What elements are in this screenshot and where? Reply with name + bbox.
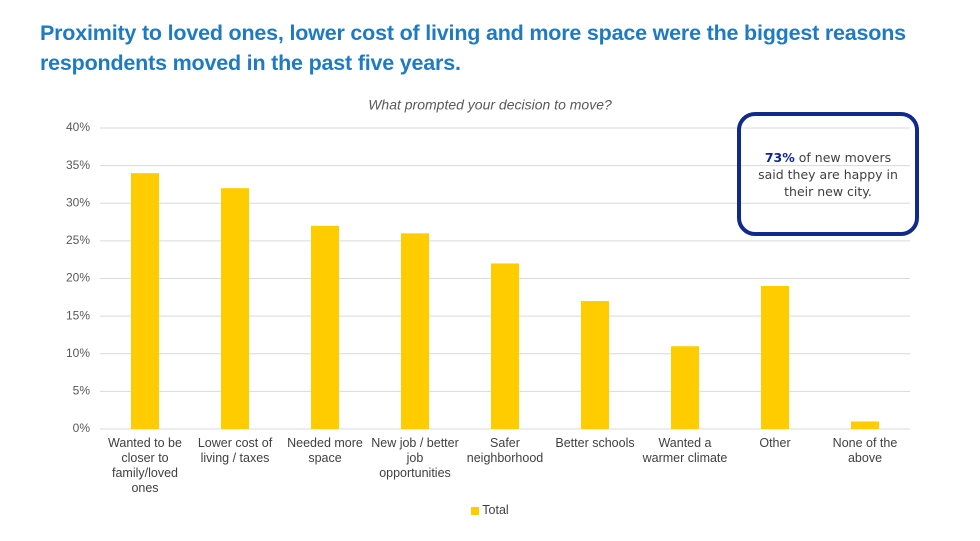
callout-text: 73% of new movers said they are happy in… bbox=[753, 149, 903, 200]
y-tick-label: 25% bbox=[66, 233, 90, 247]
callout-body: of new movers said they are happy in the… bbox=[758, 149, 898, 199]
y-tick-label: 20% bbox=[66, 271, 90, 285]
callout: 73% of new movers said they are happy in… bbox=[737, 112, 919, 236]
bar bbox=[491, 263, 519, 429]
y-tick-label: 10% bbox=[66, 346, 90, 360]
bar bbox=[581, 301, 609, 429]
x-tick-label: Lower cost of living / taxes bbox=[197, 436, 273, 465]
bar bbox=[401, 233, 429, 429]
y-tick-label: 40% bbox=[66, 120, 90, 134]
bar bbox=[671, 346, 699, 429]
callout-highlight: 73% bbox=[764, 149, 795, 165]
y-tick-label: 15% bbox=[66, 308, 90, 322]
legend-label: Total bbox=[482, 503, 509, 517]
y-tick-label: 0% bbox=[73, 421, 91, 435]
bar bbox=[311, 225, 339, 429]
x-tick-label: Needed more space bbox=[287, 436, 363, 465]
bar bbox=[761, 286, 789, 429]
x-tick-label: New job / better job opportunities bbox=[371, 436, 459, 480]
y-tick-label: 30% bbox=[66, 195, 90, 209]
x-tick-label: None of the above bbox=[832, 436, 898, 465]
y-tick-label: 35% bbox=[66, 158, 90, 172]
legend: Total bbox=[0, 503, 980, 517]
x-tick-label: Wanted to be closer to family/loved ones bbox=[108, 436, 182, 495]
bar bbox=[221, 188, 249, 429]
x-tick-label: Better schools bbox=[555, 436, 635, 450]
title: Proximity to loved ones, lower cost of l… bbox=[40, 21, 906, 75]
legend-swatch bbox=[471, 506, 480, 515]
x-tick-label: Wanted a warmer climate bbox=[642, 436, 728, 465]
y-tick-label: 5% bbox=[73, 384, 91, 398]
bar bbox=[851, 421, 879, 429]
x-tick-label: Safer neighborhood bbox=[466, 436, 544, 465]
subtitle: What prompted your decision to move? bbox=[368, 97, 612, 113]
bar bbox=[131, 173, 159, 429]
x-tick-label: Other bbox=[759, 436, 791, 450]
